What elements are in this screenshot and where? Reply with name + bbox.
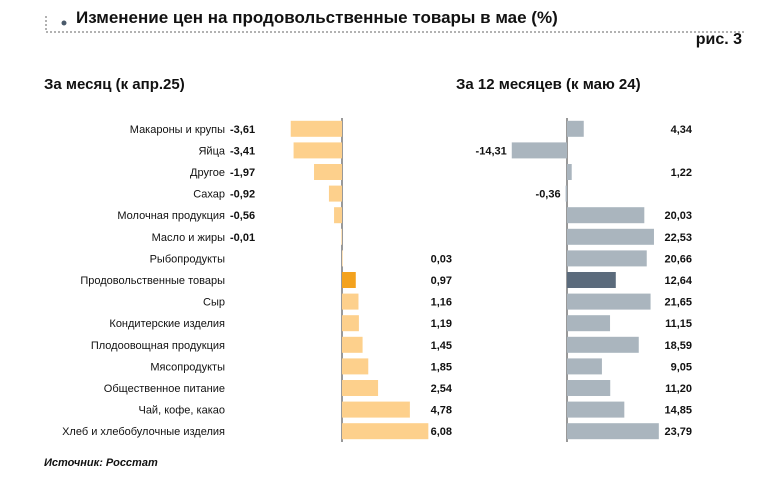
category-label: Сахар (193, 189, 225, 201)
right-value-label: 22,53 (664, 232, 692, 244)
right-value-label: 23,79 (664, 426, 692, 438)
figure-label: рис. 3 (695, 31, 742, 48)
right-bar (567, 293, 651, 310)
left-bar (314, 164, 342, 180)
left-value-label: 2,54 (431, 383, 453, 395)
right-value-label: -14,31 (476, 145, 507, 157)
left-value-label: -3,41 (230, 145, 255, 157)
left-bar (293, 142, 342, 159)
left-value-label: 1,19 (431, 318, 452, 330)
left-value-label: 0,97 (431, 275, 452, 287)
right-bar (511, 142, 567, 159)
left-value-label: -3,61 (230, 124, 255, 136)
right-bar (567, 336, 639, 353)
left-value-label: -0,01 (230, 232, 255, 244)
left-bar (290, 120, 342, 137)
category-label: Кондитерские изделия (109, 318, 225, 330)
right-bar (567, 380, 611, 396)
right-bar (567, 272, 616, 288)
left-bar (334, 207, 342, 224)
right-bar (567, 423, 659, 440)
left-bar (342, 293, 359, 310)
category-label: Мясопродукты (150, 361, 225, 373)
right-bar (567, 228, 654, 245)
left-bar (342, 423, 429, 440)
right-value-label: 14,85 (664, 405, 692, 417)
title-decoration (45, 16, 744, 33)
right-bar (567, 164, 572, 180)
chart-title: Изменение цен на продовольственные товар… (76, 8, 558, 27)
right-bar (565, 185, 567, 202)
left-value-label: 4,78 (431, 405, 452, 417)
right-value-label: -0,36 (536, 189, 561, 201)
left-value-label: 0,03 (431, 253, 452, 265)
category-label: Чай, кофе, какао (138, 405, 225, 417)
left-bar (342, 315, 359, 332)
left-value-label: 6,08 (431, 426, 452, 438)
left-bar (342, 250, 343, 267)
category-label: Другое (190, 167, 225, 179)
category-label: Макароны и крупы (130, 124, 225, 136)
category-label: Сыр (203, 297, 225, 309)
right-value-label: 4,34 (671, 124, 693, 136)
left-bar (342, 380, 379, 396)
left-bar (342, 272, 356, 288)
left-bar (342, 358, 369, 375)
left-value-label: 1,85 (431, 361, 452, 373)
right-bar (567, 401, 625, 418)
right-value-label: 1,22 (671, 167, 692, 179)
title-bullet-icon (61, 20, 67, 26)
left-bar (328, 185, 342, 202)
left-value-label: -1,97 (230, 167, 255, 179)
left-bar (342, 336, 363, 353)
category-label: Общественное питание (104, 383, 225, 395)
right-value-label: 9,05 (671, 361, 692, 373)
right-bar (567, 315, 611, 332)
right-value-label: 20,03 (664, 210, 692, 222)
left-value-label: 1,16 (431, 297, 452, 309)
left-value-label: -0,56 (230, 210, 255, 222)
category-label: Молочная продукция (117, 210, 225, 222)
right-value-label: 20,66 (664, 253, 692, 265)
category-label: Хлеб и хлебобулочные изделия (62, 426, 225, 438)
right-value-label: 11,15 (665, 318, 692, 330)
right-panel-subtitle: За 12 месяцев (к маю 24) (456, 76, 641, 93)
right-bar (567, 358, 602, 375)
left-panel-subtitle: За месяц (к апр.25) (44, 76, 185, 93)
category-label: Рыбопродукты (150, 253, 226, 265)
category-label: Яйца (198, 145, 225, 157)
right-value-label: 12,64 (664, 275, 692, 287)
category-label: Плодоовощная продукция (91, 340, 225, 352)
right-bar (567, 207, 645, 224)
category-label: Масло и жиры (152, 232, 225, 244)
left-value-label: -0,92 (230, 189, 255, 201)
source-note: Источник: Росстат (44, 457, 158, 469)
right-bar (567, 120, 584, 137)
right-value-label: 18,59 (664, 340, 692, 352)
right-bar (567, 250, 647, 267)
left-value-label: 1,45 (431, 340, 452, 352)
right-value-label: 21,65 (664, 297, 692, 309)
left-bar (341, 228, 342, 245)
left-bar (342, 401, 410, 418)
right-value-label: 11,20 (665, 383, 692, 395)
category-label: Продовольственные товары (80, 275, 225, 287)
